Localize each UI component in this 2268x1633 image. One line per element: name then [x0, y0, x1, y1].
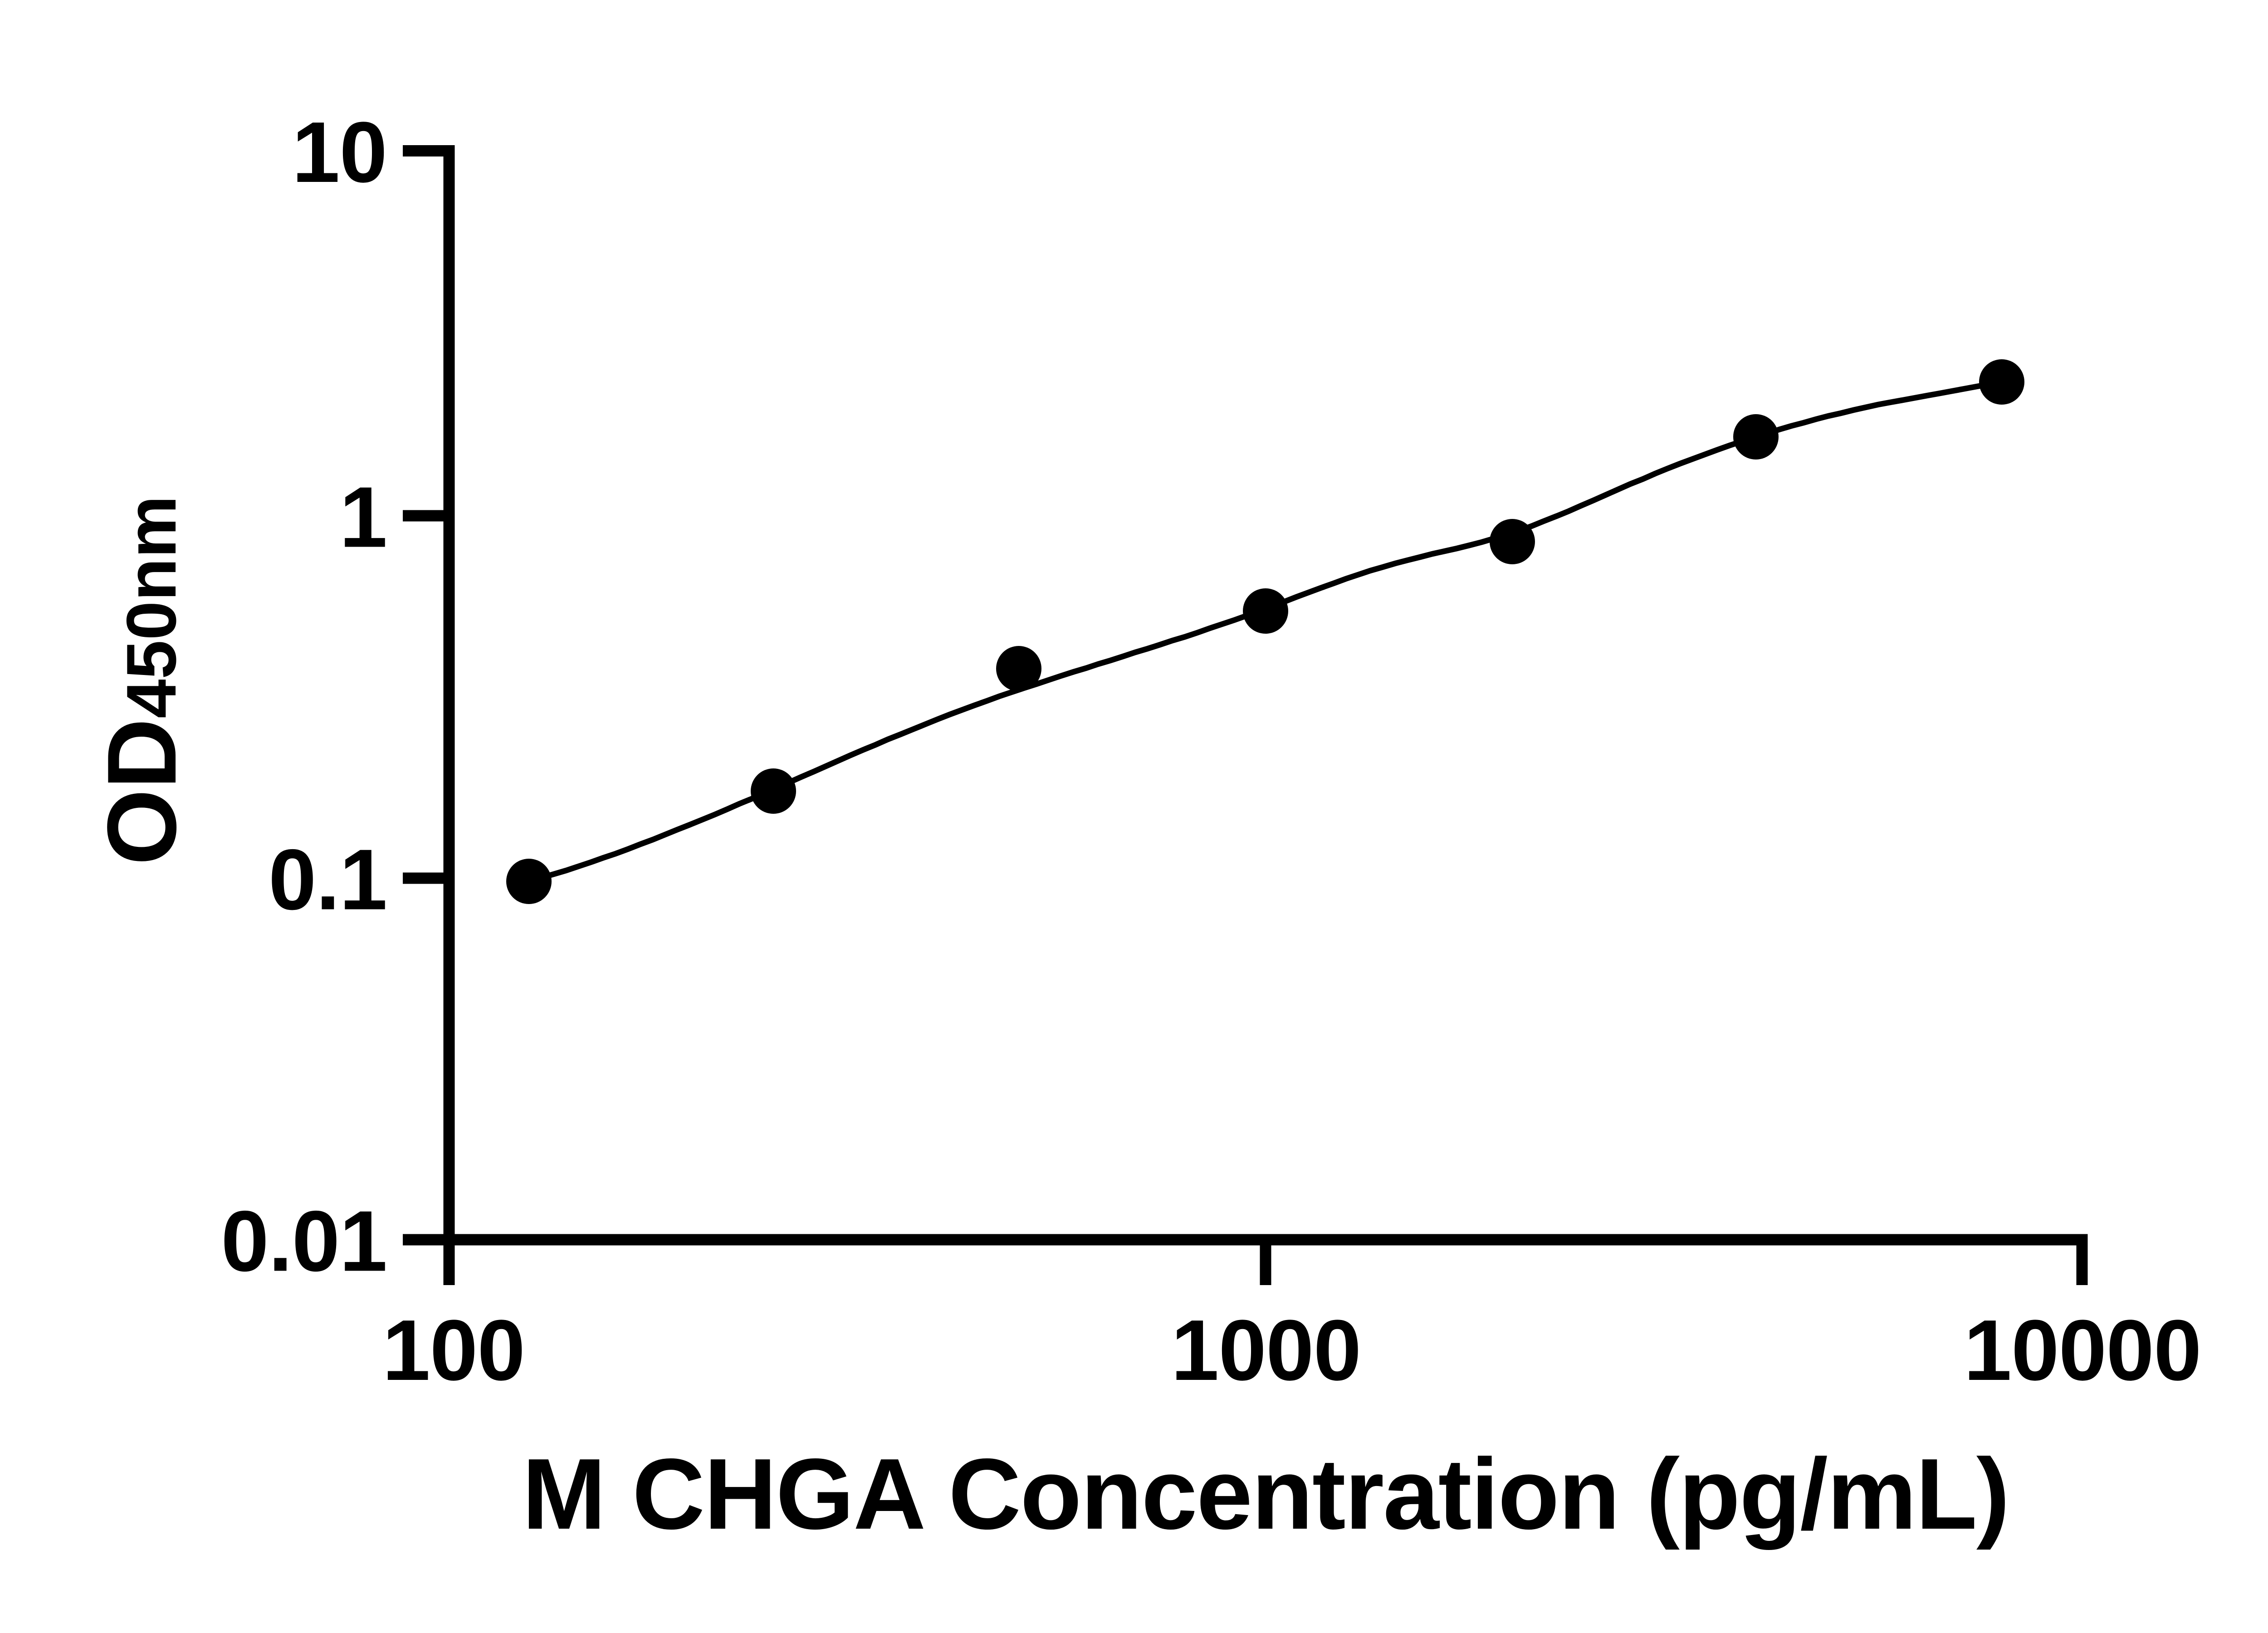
- svg-text:1: 1: [339, 469, 387, 566]
- svg-text:0.1: 0.1: [269, 832, 387, 928]
- svg-text:10000: 10000: [1964, 1302, 2201, 1398]
- svg-text:M CHGA Concentration (pg/mL): M CHGA Concentration (pg/mL): [522, 1438, 2009, 1550]
- svg-text:1000: 1000: [1171, 1302, 1361, 1398]
- svg-text:0.01: 0.01: [221, 1193, 387, 1290]
- svg-text:10: 10: [292, 104, 387, 200]
- svg-text:100: 100: [382, 1302, 525, 1398]
- svg-text:OD450nm: OD450nm: [87, 495, 196, 865]
